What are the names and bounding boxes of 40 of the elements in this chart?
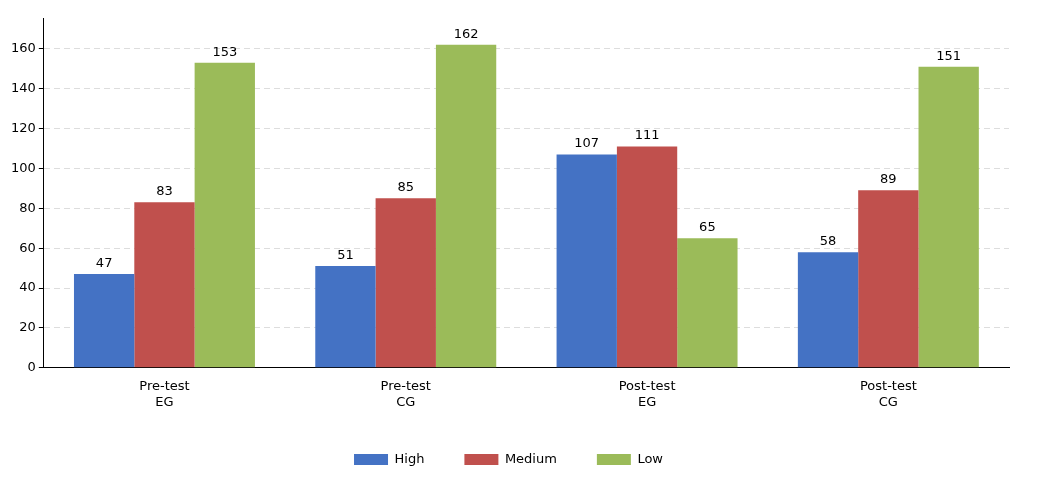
bar: [315, 266, 376, 368]
data-label: 111: [634, 127, 660, 143]
data-label: 85: [397, 179, 415, 195]
bar: [435, 44, 497, 368]
bar: [73, 274, 135, 368]
data-label: 89: [880, 171, 897, 187]
legend-label: Medium: [504, 450, 557, 466]
x-tick-label: Post-test CG: [859, 377, 917, 409]
data-label: 83: [156, 183, 173, 199]
data-label: 51: [337, 246, 354, 262]
bar: [556, 154, 617, 368]
data-label: 47: [95, 254, 113, 270]
y-tick-label: 0: [27, 359, 36, 375]
bar: [194, 62, 255, 368]
x-tick-label: Pre-test EG: [139, 377, 190, 409]
data-label: 58: [819, 233, 837, 249]
data-label: 107: [574, 135, 600, 151]
y-tick-label: 120: [10, 119, 36, 135]
legend-label: Low: [637, 450, 664, 466]
data-label: 162: [453, 25, 479, 41]
y-tick-label: 160: [10, 40, 36, 56]
bar: [918, 66, 979, 368]
y-tick-label: 140: [10, 79, 36, 95]
y-tick-label: 60: [19, 239, 36, 255]
data-label: 151: [936, 47, 962, 63]
x-tick-label: Pre-test CG: [380, 377, 431, 409]
bar: [375, 198, 436, 368]
y-tick-label: 100: [10, 159, 36, 175]
bar: [677, 238, 738, 368]
x-tick-label: Post-test EG: [618, 377, 676, 409]
legend-label: High: [394, 450, 425, 466]
y-tick-label: 20: [19, 319, 36, 335]
data-label: 65: [699, 219, 716, 235]
data-label: 153: [212, 43, 238, 59]
y-tick-label: 80: [19, 199, 36, 215]
bar: [616, 146, 678, 368]
bar: [134, 202, 195, 368]
bar: [858, 190, 919, 368]
y-tick-label: 40: [19, 279, 36, 295]
bar: [797, 252, 859, 368]
